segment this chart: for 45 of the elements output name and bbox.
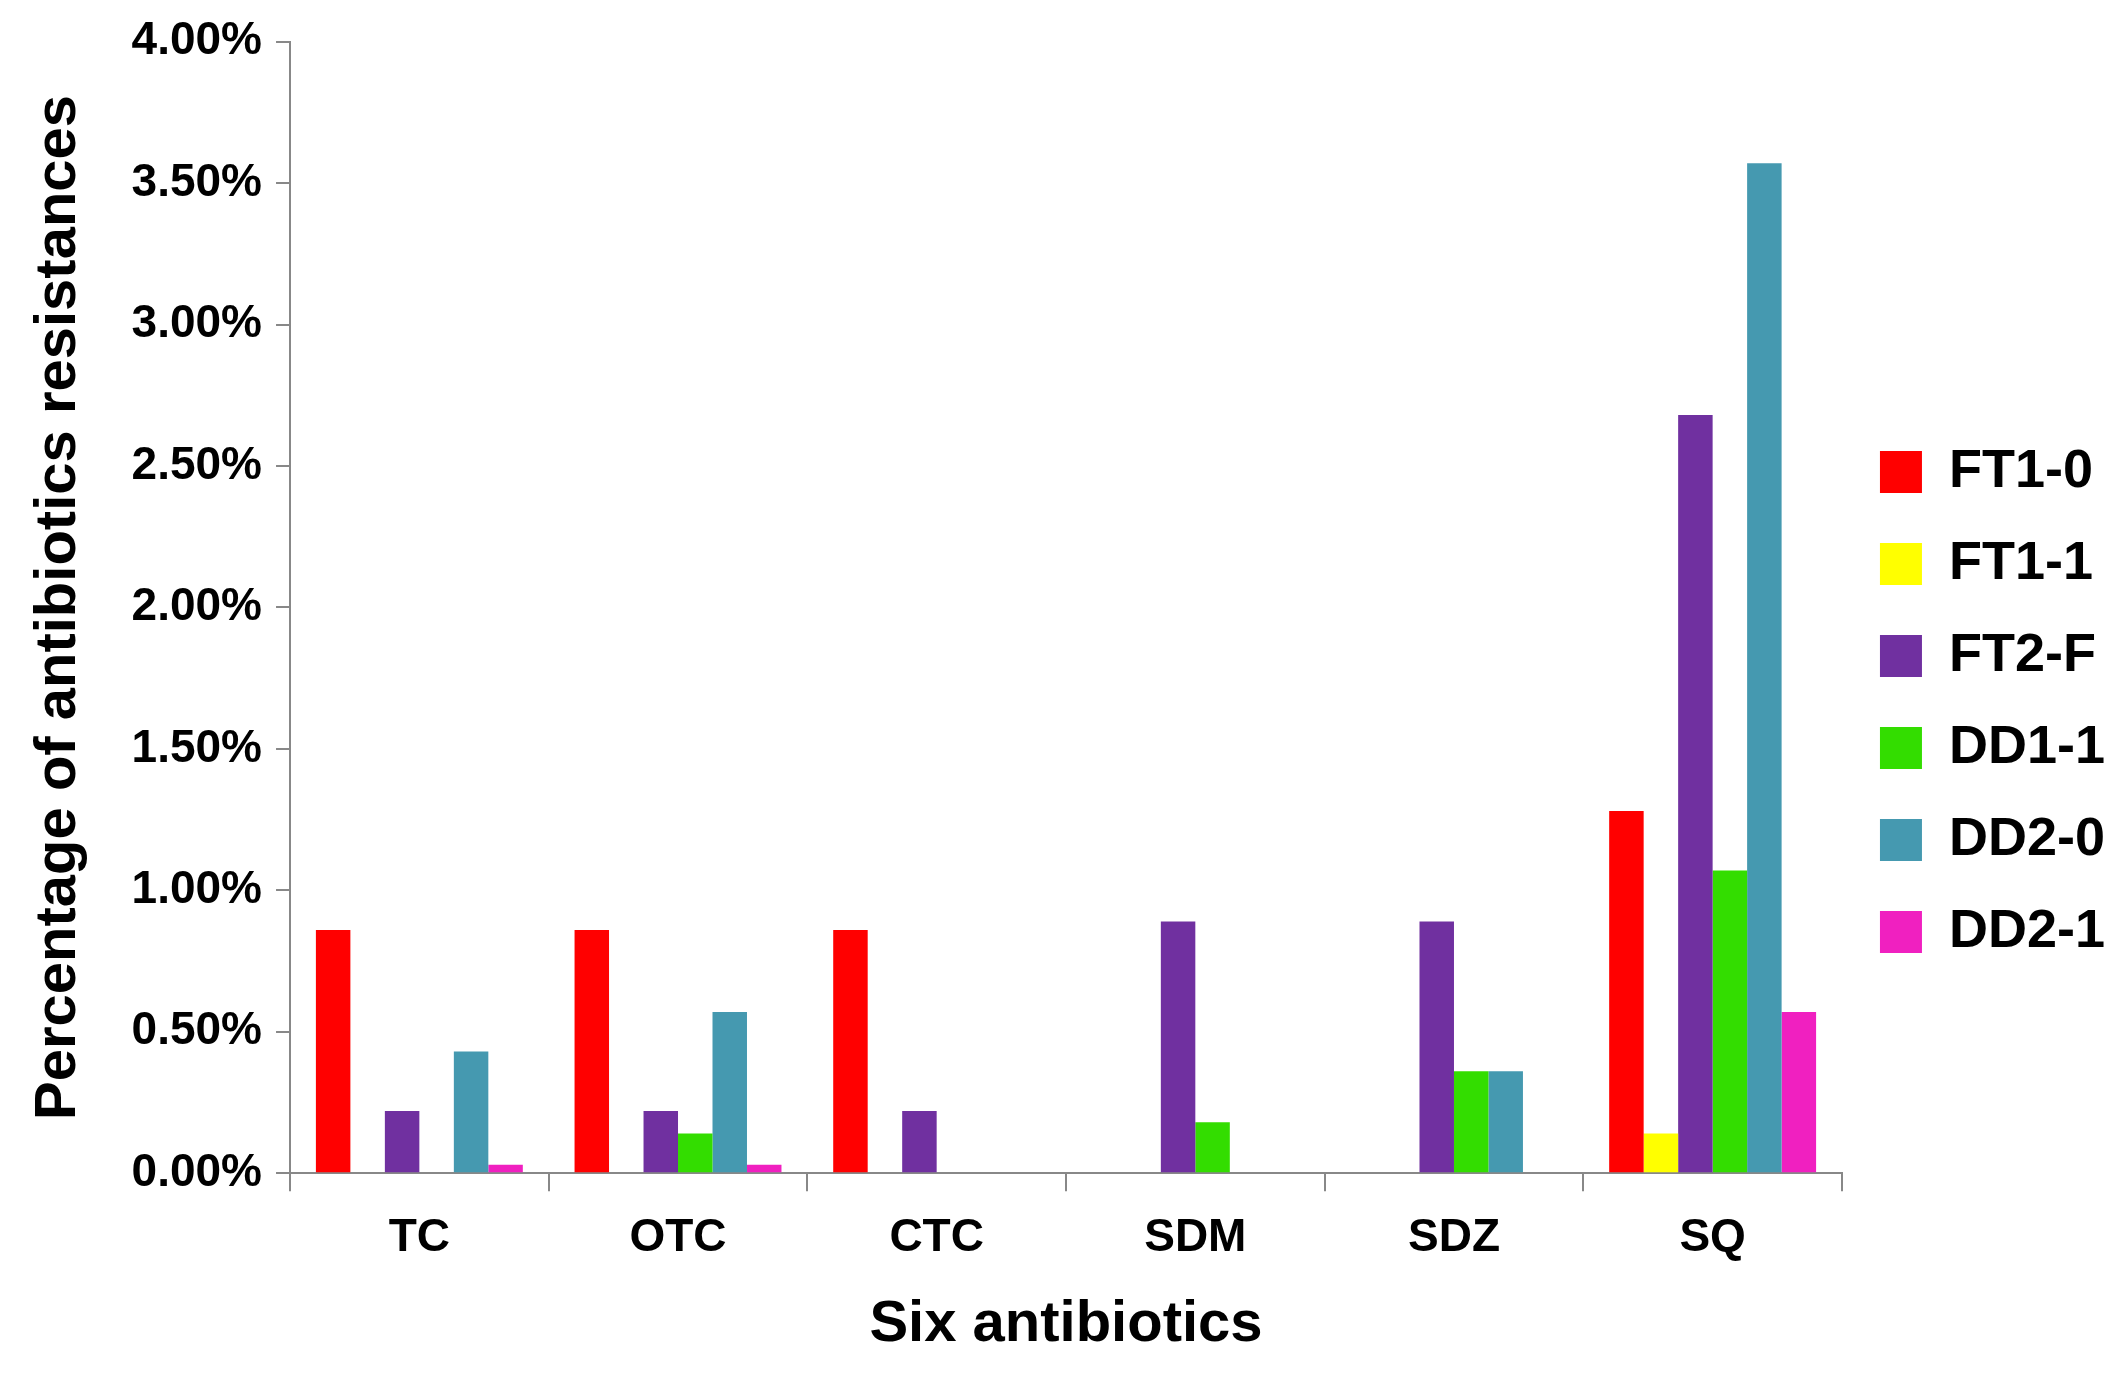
bar (384, 1110, 420, 1173)
y-tick-label: 2.50% (131, 436, 263, 489)
bar (746, 1164, 782, 1173)
legend-label: FT1-0 (1948, 437, 2093, 498)
legend-label: FT2-F (1948, 621, 2096, 682)
x-tick-label: SQ (1679, 1209, 1746, 1262)
y-tick-label: 3.00% (131, 295, 263, 348)
x-axis-title: Six antibiotics (869, 1288, 1263, 1354)
bar (712, 1011, 747, 1173)
x-tick-label: SDZ (1407, 1209, 1500, 1262)
y-tick-label: 1.00% (131, 860, 263, 913)
bar (1747, 163, 1782, 1173)
x-tick-label: CTC (889, 1209, 984, 1262)
y-tick-label: 1.50% (131, 719, 263, 772)
y-tick-label: 2.00% (131, 578, 263, 631)
x-tick-label: TC (388, 1209, 451, 1262)
bar (1643, 1133, 1679, 1173)
x-tick-label: OTC (629, 1209, 727, 1262)
legend-label: DD2-0 (1948, 805, 2106, 866)
y-tick-label: 3.50% (131, 153, 263, 206)
bar (574, 929, 610, 1173)
y-tick-label: 0.50% (131, 1002, 263, 1055)
legend-label: FT1-1 (1948, 529, 2093, 590)
x-tick-label: SDM (1144, 1209, 1247, 1262)
bar (1609, 811, 1644, 1173)
bar (1195, 1122, 1230, 1173)
bar (1160, 921, 1196, 1173)
y-tick-label: 4.00% (131, 12, 263, 65)
bar (1488, 1071, 1523, 1173)
bar (643, 1110, 679, 1173)
bar (678, 1133, 713, 1173)
bar (1678, 415, 1713, 1173)
bar (902, 1110, 937, 1173)
legend-label: DD1-1 (1948, 713, 2106, 774)
y-axis-title: Percentage of antibiotics resistances (21, 94, 87, 1120)
y-tick-label: 0.00% (131, 1143, 263, 1196)
bar (1712, 870, 1748, 1173)
bar (488, 1164, 523, 1173)
bar (833, 929, 868, 1173)
bar (1419, 921, 1454, 1173)
bar (315, 929, 351, 1173)
bar (1453, 1071, 1489, 1173)
legend-label: DD2-1 (1948, 897, 2106, 958)
bar (453, 1051, 489, 1173)
bar (1781, 1011, 1817, 1173)
